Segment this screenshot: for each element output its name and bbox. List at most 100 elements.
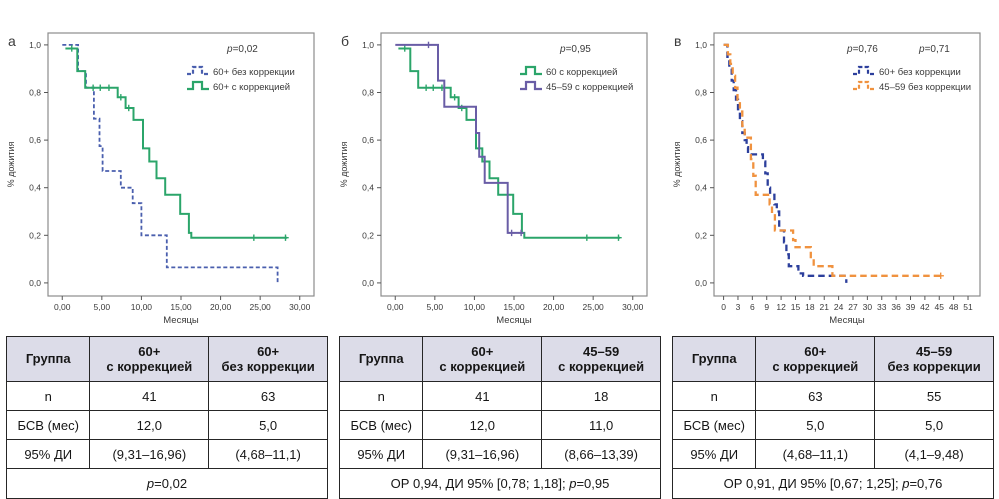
- censor-mark: [105, 84, 113, 91]
- p-value-annotation: p=0,02: [226, 44, 258, 55]
- y-tick-label: 1,0: [695, 40, 707, 50]
- table-cell: 55: [874, 381, 994, 411]
- table-cell: 5,0: [755, 410, 876, 440]
- legend-item: 60+ без коррекции: [187, 65, 295, 78]
- table-cell: 12,0: [89, 410, 210, 440]
- censor-mark: [517, 229, 525, 237]
- censor-mark: [430, 84, 437, 91]
- y-tick-label: 0,2: [695, 230, 707, 240]
- y-tick-label: 0,8: [29, 88, 41, 98]
- censor-mark: [89, 84, 97, 91]
- y-tick-label: 0,6: [29, 135, 41, 145]
- table-header-cell: 60+ без коррекции: [208, 336, 328, 382]
- table-cell: (4,68–11,1): [208, 439, 328, 469]
- table-cell: n: [671, 381, 757, 411]
- table-cell: 41: [89, 381, 210, 411]
- legend-item: 60+ с коррекцией: [187, 80, 290, 93]
- table-row: 95% ДИ (4,68–11,1) (4,1–9,48): [671, 439, 994, 469]
- table-row: 95% ДИ (9,31–16,96) (8,66–13,39): [338, 439, 661, 469]
- censor-mark: [97, 84, 104, 91]
- table-header-cell: 60+ с коррекцией: [89, 336, 210, 382]
- series-line: [395, 43, 523, 234]
- x-tick-label: 20,00: [543, 302, 565, 312]
- table-row: БСВ (мес) 12,0 5,0: [5, 410, 328, 440]
- series-line: [723, 43, 848, 283]
- stats-table-a-wrap: Группа 60+ с коррекцией 60+ без коррекции n 41…: [5, 336, 328, 499]
- table-cell: (8,66–13,39): [541, 439, 661, 469]
- y-tick-label: 0,6: [695, 135, 707, 145]
- x-tick-label: 30,00: [289, 302, 311, 312]
- x-tick-label: 10,00: [464, 302, 486, 312]
- table-row: 95% ДИ (9,31–16,96) (4,68–11,1): [5, 439, 328, 469]
- stats-table-b-wrap: Группа 60+ с коррекцией 45–59 с коррекцией n 4…: [338, 336, 661, 499]
- y-axis-label: % дожития: [6, 142, 16, 188]
- table-cell: БСВ (мес): [671, 410, 757, 440]
- table-header-cell: 60+ с коррекцией: [755, 336, 876, 382]
- table-footer-cell: ОР 0,94, ДИ 95% [0,78; 1,18]; p=0,95: [339, 468, 661, 499]
- km-chart-v: в0 3 6 9 12 15 18 21 24 27 30 33 36 39 42 45 48 510,00,20…: [672, 32, 981, 326]
- legend-swatch: [520, 80, 542, 91]
- censor-mark: [68, 45, 75, 52]
- legend-label: 60+ без коррекции: [879, 67, 961, 78]
- censor-mark: [250, 234, 258, 241]
- x-tick-label: 24: [834, 302, 844, 312]
- x-tick-label: 39: [906, 302, 916, 312]
- table-header-row: Группа 60+ с коррекцией 45–59 с коррекцией: [338, 336, 661, 382]
- x-tick-label: 9: [764, 302, 769, 312]
- x-tick-label: 25,00: [583, 302, 605, 312]
- table-header-cell: 45–59 с коррекцией: [541, 336, 661, 382]
- y-tick-label: 0,4: [362, 183, 374, 193]
- x-tick-label: 45: [935, 302, 945, 312]
- table-cell: 5,0: [208, 410, 328, 440]
- table-header-cell: Группа: [5, 336, 91, 382]
- censor-mark: [117, 94, 125, 101]
- x-tick-label: 15,00: [170, 302, 192, 312]
- y-tick-label: 0,0: [695, 278, 707, 288]
- table-cell: 18: [541, 381, 661, 411]
- table-footer-cell: ОР 0,91, ДИ 95% [0,67; 1,25]; p=0,76: [672, 468, 994, 499]
- legend-swatch: [853, 65, 875, 76]
- x-tick-label: 48: [949, 302, 959, 312]
- legend-label: 60+ без коррекции: [213, 67, 295, 78]
- legend-item: 45–59 с коррекцией: [520, 80, 633, 93]
- x-axis-label: Месяцы: [496, 315, 532, 326]
- x-tick-label: 33: [877, 302, 887, 312]
- y-tick-label: 0,0: [29, 278, 41, 288]
- legend-swatch: [853, 80, 875, 91]
- table-cell: 11,0: [541, 410, 661, 440]
- y-tick-label: 1,0: [29, 40, 41, 50]
- table-cell: 12,0: [422, 410, 543, 440]
- x-tick-label: 12: [776, 302, 786, 312]
- table-header-row: Группа 60+ с коррекцией 45–59 без коррекции: [671, 336, 994, 382]
- table-cell: 95% ДИ: [5, 439, 91, 469]
- x-tick-label: 10,00: [131, 302, 153, 312]
- censor-mark: [401, 45, 408, 52]
- x-tick-label: 5,00: [94, 302, 111, 312]
- censor-mark: [422, 84, 430, 91]
- stats-table-v-wrap: Группа 60+ с коррекцией 45–59 без коррекции n…: [671, 336, 994, 499]
- x-tick-label: 5,00: [427, 302, 444, 312]
- y-tick-label: 0,8: [695, 88, 707, 98]
- censor-mark: [451, 94, 458, 101]
- table-cell: (9,31–16,96): [422, 439, 543, 469]
- x-tick-label: 30,00: [622, 302, 644, 312]
- legend-item: 60+ без коррекции: [853, 65, 961, 78]
- table-cell: БСВ (мес): [338, 410, 424, 440]
- x-tick-label: 3: [736, 302, 741, 312]
- table-row: n 41 18: [338, 381, 661, 411]
- y-tick-label: 0,4: [29, 183, 41, 193]
- x-tick-label: 42: [920, 302, 930, 312]
- legend-label: 60 с коррекцией: [546, 67, 618, 78]
- y-tick-label: 0,0: [362, 278, 374, 288]
- x-tick-label: 0,00: [54, 302, 71, 312]
- y-tick-label: 0,2: [362, 230, 374, 240]
- x-tick-label: 51: [963, 302, 973, 312]
- table-header-cell: 60+ с коррекцией: [422, 336, 543, 382]
- plot-frame: [713, 32, 981, 297]
- panel-label: в: [674, 33, 681, 49]
- table-header-cell: Группа: [338, 336, 424, 382]
- censor-mark: [125, 104, 132, 112]
- table-cell: (4,1–9,48): [874, 439, 994, 469]
- legend-swatch: [187, 65, 209, 76]
